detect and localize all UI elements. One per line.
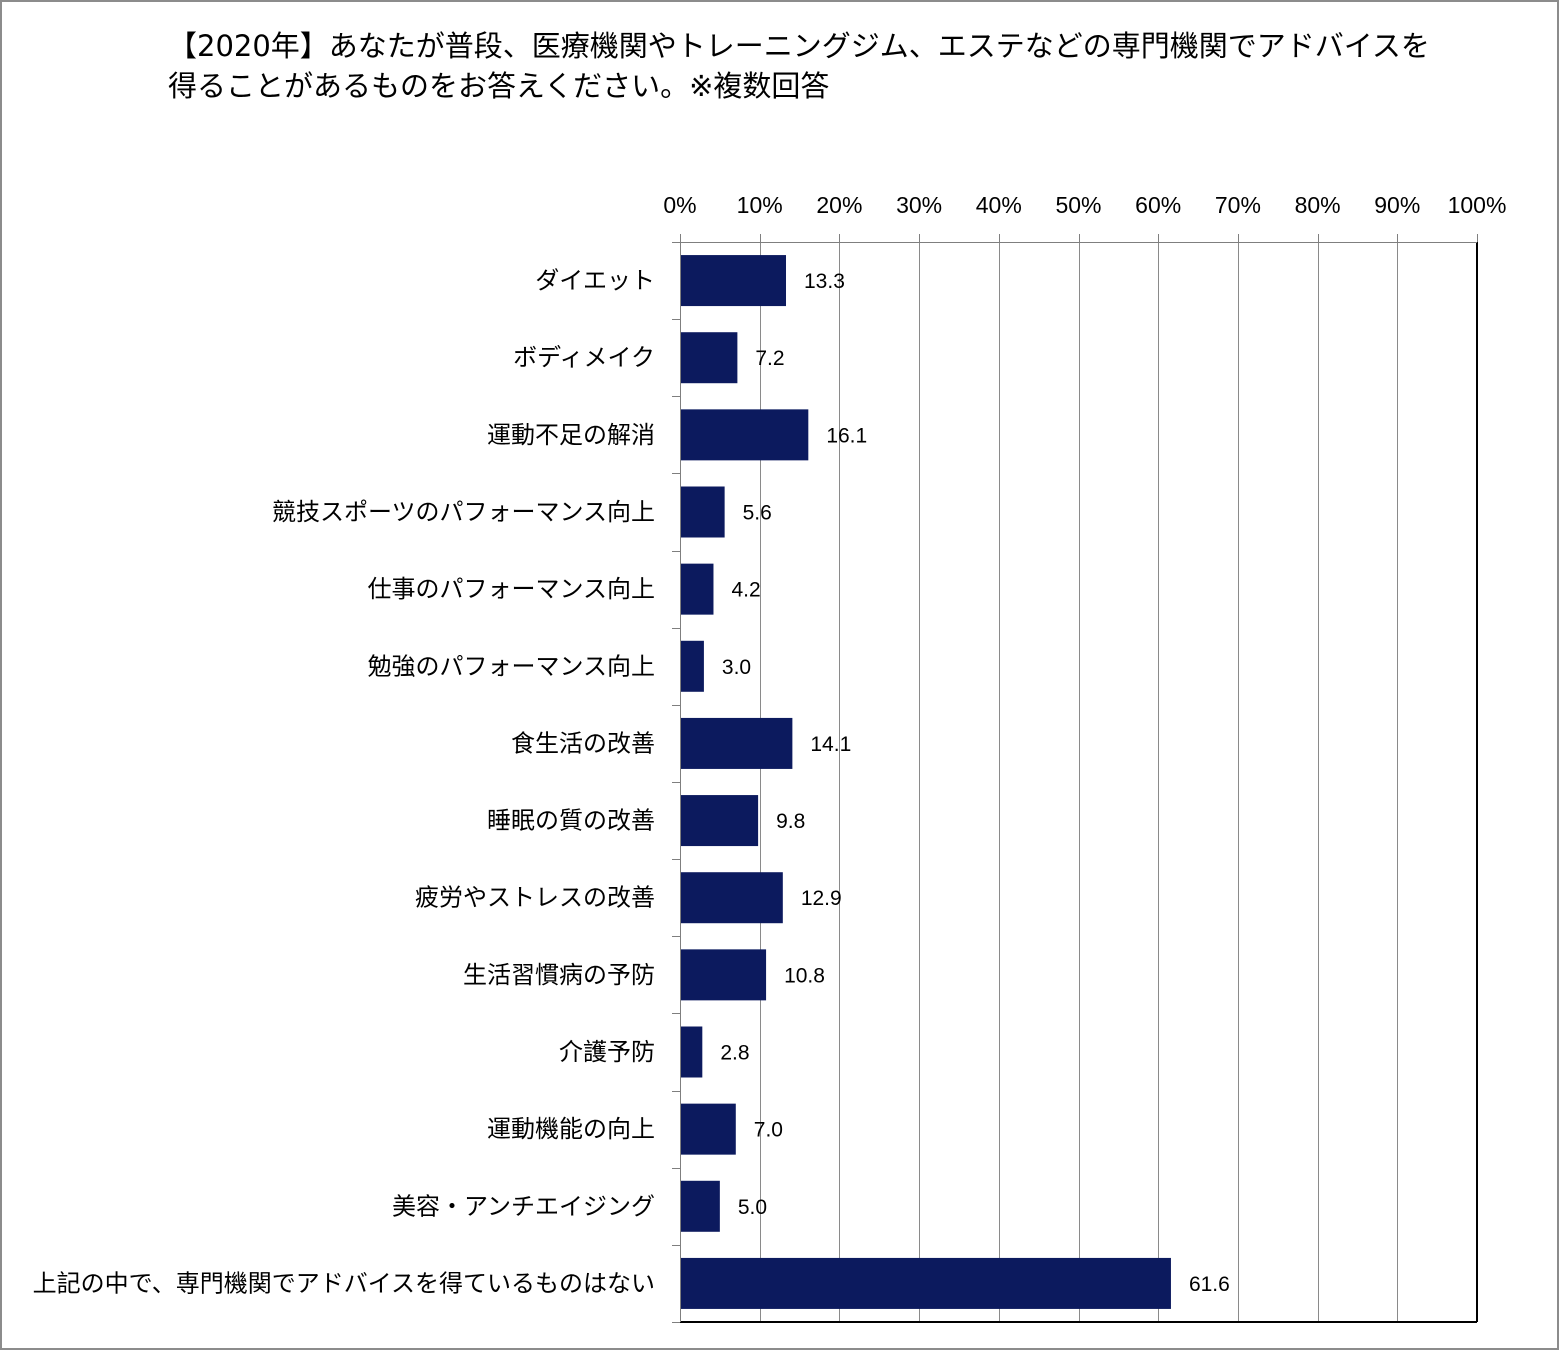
data-label: 3.0	[722, 656, 751, 679]
data-labels: 13.3 7.2 16.1 5.6 4.2 3.0 14.1 9.8 12.9 10.8 2.8 7.…	[720, 270, 1230, 1296]
data-label: 16.1	[826, 424, 867, 447]
bar	[681, 1103, 736, 1155]
x-tick-label: 0%	[663, 192, 696, 218]
bar	[681, 640, 704, 692]
x-tick-label: 60%	[1135, 192, 1181, 218]
data-label: 61.6	[1189, 1273, 1230, 1296]
category-label: 介護予防	[559, 1038, 655, 1066]
data-label: 2.8	[720, 1042, 749, 1065]
bar	[681, 409, 809, 461]
category-label: ダイエット	[535, 267, 655, 295]
data-label: 5.6	[743, 502, 772, 525]
plot-area-border	[680, 242, 1478, 1323]
x-tick-label: 40%	[976, 192, 1022, 218]
x-tick-label: 70%	[1215, 192, 1261, 218]
category-label: ボディメイク	[513, 344, 655, 372]
chart-title-line-2: 得ることがあるものをお答えください。※複数回答	[168, 69, 830, 103]
category-label: 仕事のパフォーマンス向上	[367, 575, 655, 603]
category-label: 美容・アンチエイジング	[392, 1192, 655, 1220]
data-label: 9.8	[776, 810, 805, 833]
category-label: 運動不足の解消	[487, 421, 655, 449]
bar	[681, 1257, 1171, 1309]
bar	[681, 332, 738, 384]
data-label: 10.8	[784, 964, 825, 987]
data-label: 7.2	[755, 347, 784, 370]
data-label: 12.9	[801, 887, 842, 910]
data-label: 14.1	[810, 733, 851, 756]
category-label: 疲労やストレスの改善	[415, 884, 655, 912]
bar	[681, 486, 725, 538]
chart-title-line-1: 【2020年】あなたが普段、医療機関やトレーニングジム、エステなどの専門機関でア…	[168, 29, 1430, 63]
bars	[681, 255, 1171, 1309]
category-label: 勉強のパフォーマンス向上	[367, 652, 655, 680]
x-tick-label: 50%	[1055, 192, 1101, 218]
bar	[681, 717, 793, 769]
bar	[681, 1026, 703, 1078]
x-tick-label: 30%	[896, 192, 942, 218]
gridlines	[760, 242, 1398, 1322]
category-label: 食生活の改善	[511, 729, 655, 757]
category-labels: ダイエットボディメイク運動不足の解消競技スポーツのパフォーマンス向上仕事のパフォ…	[33, 267, 655, 1298]
x-axis: 0% 10% 20% 30% 40% 50% 60% 70% 80% 90% 100%	[663, 192, 1506, 243]
bar	[681, 949, 767, 1001]
category-label: 上記の中で、専門機関でアドバイスを得ているものはない	[33, 1269, 655, 1297]
x-tick-label: 10%	[737, 192, 783, 218]
bar	[681, 795, 759, 847]
category-label: 運動機能の向上	[487, 1115, 655, 1143]
category-label: 生活習慣病の予防	[463, 961, 655, 989]
bar	[681, 1180, 720, 1232]
x-tick-label: 100%	[1448, 192, 1507, 218]
x-tick-label: 90%	[1374, 192, 1420, 218]
data-label: 7.0	[754, 1119, 783, 1142]
data-label: 4.2	[731, 579, 760, 602]
chart-title: 【2020年】あなたが普段、医療機関やトレーニングジム、エステなどの専門機関でア…	[168, 26, 1430, 106]
y-axis	[672, 242, 681, 1323]
data-label: 13.3	[804, 270, 845, 293]
x-tick-label: 20%	[816, 192, 862, 218]
bar	[681, 872, 783, 924]
x-tick-label: 80%	[1295, 192, 1341, 218]
category-label: 睡眠の質の改善	[487, 807, 655, 835]
bar	[681, 255, 787, 307]
category-label: 競技スポーツのパフォーマンス向上	[272, 498, 655, 526]
bar	[681, 563, 714, 615]
data-label: 5.0	[738, 1196, 767, 1219]
